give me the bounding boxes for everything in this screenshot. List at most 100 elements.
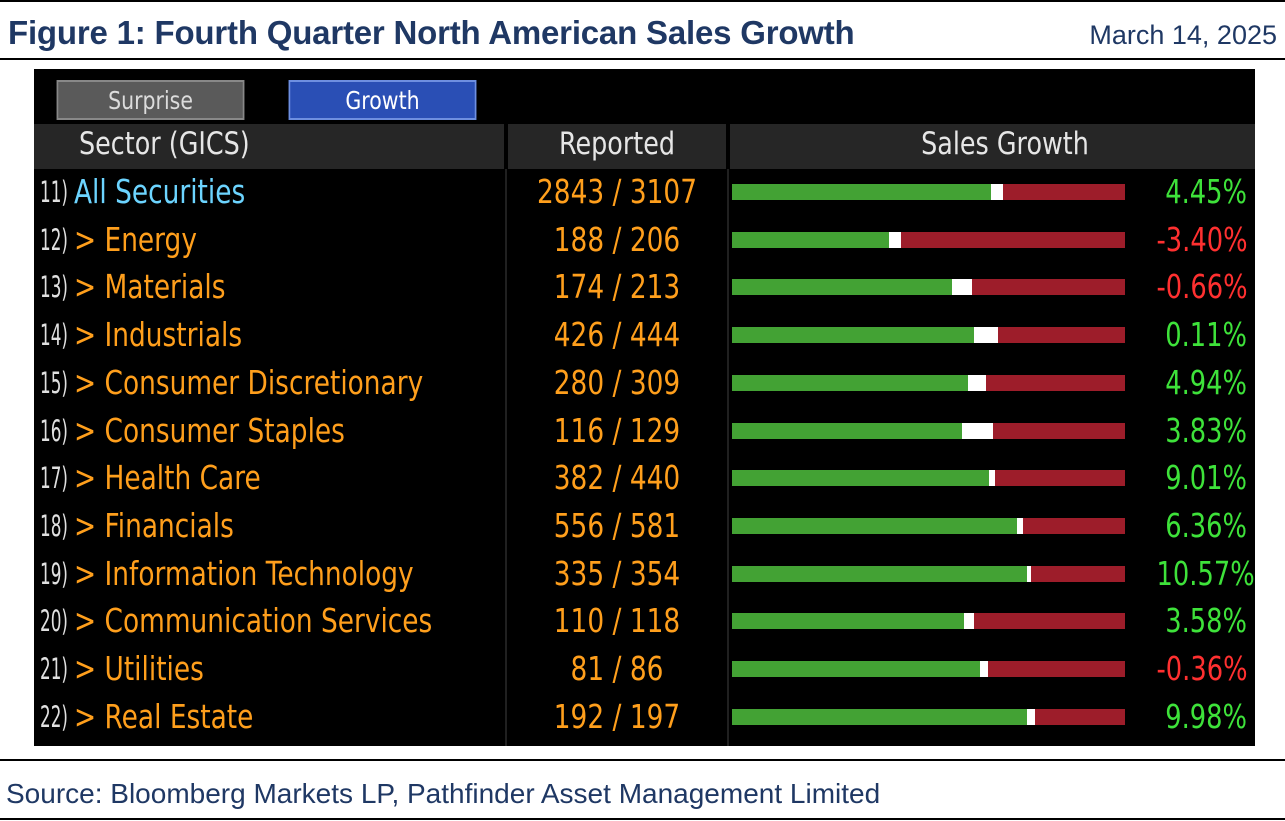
column-header-sector[interactable]: Sector (GICS) [79, 126, 250, 162]
sales-growth-value: 10.57% [1156, 553, 1255, 593]
sales-growth-value: 0.11% [1165, 315, 1247, 355]
table-row[interactable]: 13) > Materials 174 / 213 -0.66% [34, 265, 1255, 312]
growth-bar [732, 565, 1125, 582]
sector-name[interactable]: All Securities [74, 172, 246, 211]
growth-bar-green [732, 708, 1027, 725]
sector-name[interactable]: > Consumer Staples [74, 410, 345, 450]
growth-bar-red [901, 231, 1125, 248]
growth-bar-red [1003, 184, 1125, 200]
column-divider [505, 169, 507, 746]
growth-bar-marker [962, 422, 993, 439]
table-row[interactable]: 20) > Communication Services 110 / 118 3.58… [34, 599, 1255, 646]
growth-bar-marker [974, 327, 998, 344]
growth-bar-green [732, 613, 964, 630]
growth-bar-red [993, 422, 1125, 439]
growth-bar-marker [968, 374, 986, 391]
growth-bar [732, 231, 1125, 248]
row-number: 11) [40, 175, 68, 209]
table-row[interactable]: 18) > Financials 556 / 581 6.36% [34, 504, 1255, 551]
growth-bar-red [1023, 517, 1125, 534]
reported-count: 280 / 309 [553, 362, 681, 402]
table-row[interactable]: 19) > Information Technology 335 / 354 10.5… [34, 552, 1255, 599]
final-rule [0, 818, 1285, 820]
growth-bar-green [732, 327, 974, 344]
header-reported-bg [508, 124, 726, 169]
growth-bar-green [732, 279, 952, 296]
growth-bar-green [732, 231, 889, 248]
sector-name[interactable]: > Energy [74, 219, 197, 259]
title-rule [0, 58, 1285, 60]
sector-name[interactable]: > Consumer Discretionary [74, 362, 424, 402]
growth-bar [732, 184, 1125, 200]
growth-bar-marker [991, 184, 1003, 200]
growth-bar-red [972, 279, 1125, 296]
sales-growth-value: -0.36% [1156, 649, 1248, 688]
sector-name[interactable]: > Information Technology [74, 553, 414, 593]
reported-count: 81 / 86 [570, 649, 664, 688]
growth-bar [732, 374, 1125, 391]
top-rule [0, 0, 1285, 2]
sector-name[interactable]: > Materials [74, 267, 226, 307]
sector-name[interactable]: > Health Care [74, 458, 261, 498]
sector-name[interactable]: > Utilities [74, 649, 204, 688]
bottom-rule [0, 759, 1285, 761]
table-row[interactable]: 16) > Consumer Staples 116 / 129 3.83% [34, 409, 1255, 456]
growth-bar-marker [1027, 708, 1035, 725]
growth-bar-red [1035, 708, 1125, 725]
growth-bar [732, 422, 1125, 439]
table-row[interactable]: 12) > Energy 188 / 206 -3.40% [34, 218, 1255, 265]
figure-title: Figure 1: Fourth Quarter North American … [8, 14, 855, 51]
reported-count: 2843 / 3107 [536, 172, 698, 211]
sales-growth-value: 9.01% [1165, 458, 1247, 498]
growth-bar-red [995, 470, 1125, 487]
row-number: 13) [40, 270, 68, 305]
growth-bar [732, 327, 1125, 344]
source-note: Source: Bloomberg Markets LP, Pathfinder… [6, 778, 881, 809]
table-row[interactable]: 22) > Real Estate 192 / 197 9.98% [34, 695, 1255, 742]
reported-count: 556 / 581 [553, 505, 681, 545]
reported-count: 188 / 206 [553, 219, 681, 259]
sales-growth-value: -3.40% [1156, 219, 1248, 259]
header-sector-bg [34, 124, 504, 169]
growth-bar-marker [989, 470, 995, 487]
growth-bar-marker [889, 231, 901, 248]
growth-bar [732, 279, 1125, 296]
growth-bar-green [732, 422, 962, 439]
column-header-sales-growth[interactable]: Sales Growth [921, 126, 1089, 162]
row-number: 19) [40, 556, 68, 591]
reported-count: 116 / 129 [553, 410, 681, 450]
sector-name[interactable]: > Real Estate [74, 696, 254, 736]
growth-bar-marker [1027, 565, 1031, 582]
growth-bar-red [988, 661, 1125, 677]
tab-growth[interactable]: Growth [288, 80, 477, 120]
row-number: 17) [40, 461, 68, 496]
growth-bar-marker [980, 661, 988, 677]
row-number: 20) [40, 604, 68, 639]
row-number: 21) [40, 652, 68, 686]
column-header-reported[interactable]: Reported [558, 126, 676, 162]
sales-growth-value: 4.94% [1165, 362, 1247, 402]
growth-bar [732, 708, 1125, 725]
sector-name[interactable]: > Industrials [74, 315, 243, 355]
growth-bar-red [986, 374, 1125, 391]
table-row[interactable]: 14) > Industrials 426 / 444 0.11% [34, 313, 1255, 360]
row-number: 15) [40, 365, 68, 400]
growth-bar-red [1031, 565, 1125, 582]
sector-name[interactable]: > Financials [74, 505, 234, 545]
tab-surprise[interactable]: Surprise [56, 80, 245, 120]
sales-growth-value: 6.36% [1165, 505, 1247, 545]
growth-bar-marker [952, 279, 972, 296]
sector-name[interactable]: > Communication Services [74, 601, 433, 641]
table-row[interactable]: 11) All Securities 2843 / 3107 4.45% [34, 170, 1255, 217]
growth-bar-marker [964, 613, 974, 630]
sales-growth-value: -0.66% [1156, 267, 1248, 307]
row-number: 16) [40, 413, 68, 448]
table-row[interactable]: 15) > Consumer Discretionary 280 / 309 4.94… [34, 361, 1255, 408]
row-number: 18) [40, 508, 68, 543]
table-row[interactable]: 17) > Health Care 382 / 440 9.01% [34, 456, 1255, 503]
growth-bar-red [998, 327, 1125, 344]
reported-count: 335 / 354 [553, 553, 681, 593]
growth-bar [732, 517, 1125, 534]
reported-count: 110 / 118 [553, 601, 681, 641]
table-row[interactable]: 21) > Utilities 81 / 86 -0.36% [34, 647, 1255, 694]
